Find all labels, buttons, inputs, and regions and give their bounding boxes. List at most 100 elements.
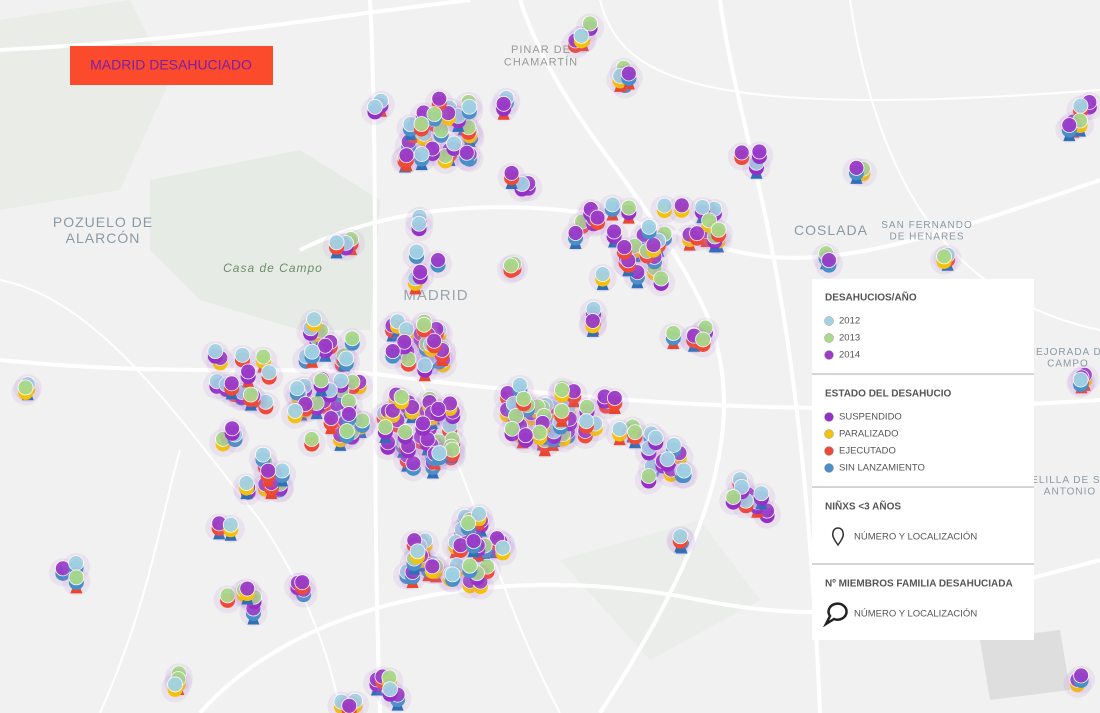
year-dot [471,505,487,522]
year-dot [620,65,637,82]
legend-swatch [824,316,834,326]
year-dot [665,437,682,453]
year-dot [725,489,742,505]
year-dot [433,122,450,139]
year-dot [627,424,643,441]
year-dot [431,444,448,461]
year-dot [426,332,442,349]
year-dot [416,357,433,374]
year-dot [411,215,427,232]
place-label-line: DE HENARES [889,231,964,242]
year-dot [431,90,448,107]
road [518,0,726,713]
year-dot [412,263,429,280]
year-dot [416,316,432,333]
year-dot [641,218,657,235]
legend-label: PARALIZADO [839,429,898,440]
year-dot [1072,371,1089,388]
year-dot [341,406,357,422]
year-dot [517,427,534,444]
markers [11,13,1100,713]
year-dot [656,197,673,214]
year-dot [620,199,637,216]
year-dot [504,420,520,437]
legend-label: SUSPENDIDO [839,412,902,423]
year-dot [653,270,670,287]
place-label-line: CAMPO [1047,358,1089,369]
year-dot [604,196,621,213]
place-label-line: VELILLA DE SAN [1024,475,1100,486]
year-dot [695,331,711,348]
legend-swatch [824,429,834,439]
year-dot [701,212,718,229]
year-dot [260,462,277,479]
place-label-line: ALARCÓN [66,230,141,246]
year-dot [848,159,865,176]
year-dot [409,543,426,560]
year-dot [710,221,727,238]
year-dot [224,420,241,437]
year-dot [753,485,770,502]
place-label-line: PINAR DE [511,44,571,56]
year-dot [242,386,259,403]
year-dot [393,389,410,405]
title-box [70,46,273,85]
year-dot [239,580,256,597]
legend-swatch [824,446,834,456]
year-dot [303,431,320,447]
year-dot [611,421,628,437]
year-dot [306,311,322,328]
year-dot [751,143,768,160]
legend-label: 2014 [839,350,860,361]
year-dot [382,681,398,698]
year-dot [396,333,413,350]
park [150,150,380,330]
year-dot [460,515,477,531]
year-dot [594,266,611,282]
year-dot [515,390,532,407]
year-dot [304,343,320,360]
year-dot [494,540,511,556]
title: MADRID DESAHUCIADO [90,57,252,73]
place-label-line: POZUELO DE [53,214,153,230]
year-dot [582,15,598,32]
year-dot [733,144,750,161]
year-dot [219,587,236,604]
year-dot [430,401,447,417]
year-dot [424,558,441,575]
year-dot [384,343,401,360]
year-dot [207,343,224,360]
year-dot [338,350,355,367]
year-dot [234,347,251,363]
year-dot [465,533,482,550]
year-dot [446,135,462,152]
year-dot [261,364,277,381]
year-dot [458,144,475,161]
place-label-line: COSLADA [794,222,868,238]
year-dot [238,475,255,491]
year-dot [676,462,692,479]
year-dot [408,243,425,260]
legend-label: NÚMERO Y LOCALIZACIÓN [854,609,977,620]
road [368,0,382,713]
place-label-line: Casa de Campo [223,261,323,275]
year-dot [694,199,711,215]
year-dot [255,348,272,365]
year-dot [616,239,633,256]
legend-label: 2013 [839,333,860,344]
road [718,0,822,713]
year-dot [640,468,657,484]
road [0,0,471,52]
year-dot [606,223,622,240]
year-dot [1073,667,1090,684]
year-dot [294,574,311,591]
year-dot [672,528,689,545]
year-dot [733,478,750,495]
year-dot [503,257,519,274]
legend-swatch [824,350,834,360]
park [980,630,1070,700]
year-dot [430,252,446,268]
legend-icon [831,527,845,547]
year-dot [821,252,837,269]
place-label-line: CHAMARTÍN [504,56,578,69]
